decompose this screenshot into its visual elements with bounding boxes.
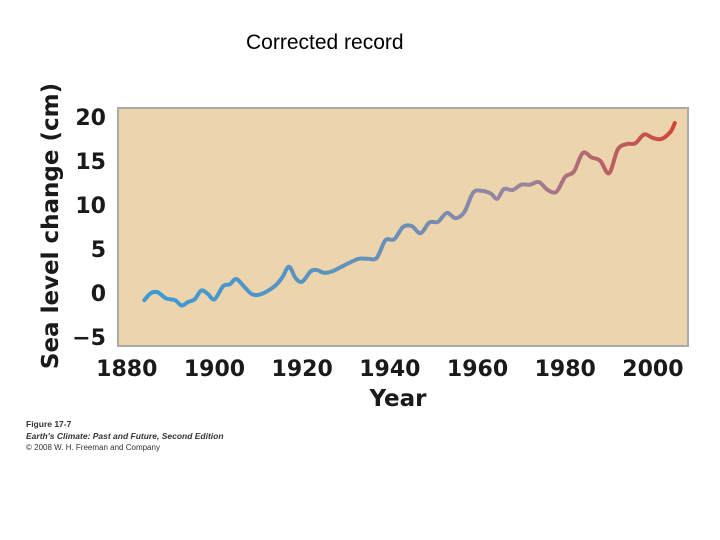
x-tick-label: 1900 <box>184 357 245 382</box>
y-tick-label: 0 <box>91 282 106 307</box>
x-tick-label: 1960 <box>447 357 508 382</box>
x-tick-label: 1940 <box>359 357 420 382</box>
figure-copyright: © 2008 W. H. Freeman and Company <box>26 443 160 452</box>
x-tick-label: 1880 <box>96 357 157 382</box>
slide-title: Corrected record <box>246 31 404 54</box>
y-tick-label: −5 <box>72 326 106 351</box>
x-tick-label: 1980 <box>535 357 596 382</box>
y-tick-label: 15 <box>75 150 106 175</box>
x-tick-label: 1920 <box>272 357 333 382</box>
x-tick-label: 2000 <box>622 357 683 382</box>
y-axis-title: Sea level change (cm) <box>38 83 64 369</box>
y-tick-label: 5 <box>91 238 106 263</box>
y-axis: 20 15 10 5 0 −5 <box>72 106 106 351</box>
figure-source-book: Earth's Climate: Past and Future, Second… <box>26 431 224 441</box>
x-axis: 1880 1900 1920 1940 1960 1980 2000 <box>96 357 683 382</box>
y-tick-label: 20 <box>75 106 106 131</box>
figure-number: Figure 17-7 <box>26 419 72 429</box>
y-tick-label: 10 <box>75 194 106 219</box>
sea-level-series-line <box>142 121 677 308</box>
x-axis-title: Year <box>368 386 427 412</box>
